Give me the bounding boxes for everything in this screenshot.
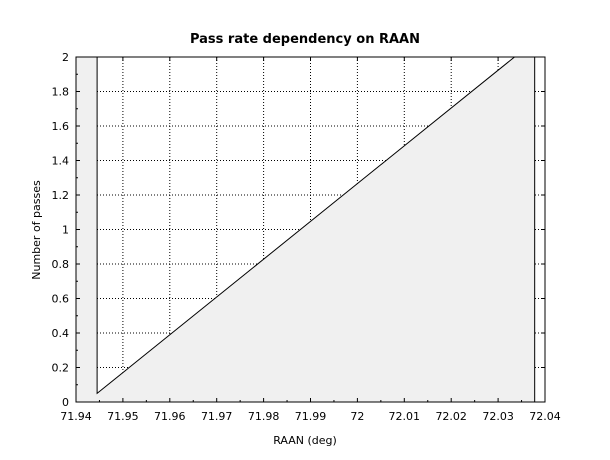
- y-tick-label: 0.6: [52, 293, 70, 306]
- y-tick-label: 1.8: [52, 86, 70, 99]
- x-tick-label: 72.02: [435, 410, 467, 423]
- y-axis-label: Number of passes: [30, 180, 43, 280]
- x-tick-label: 72.04: [529, 410, 561, 423]
- x-tick-label: 71.98: [248, 410, 280, 423]
- axes: [75, 56, 546, 403]
- x-tick-label: 71.99: [295, 410, 327, 423]
- y-tick-label: 0.2: [52, 362, 70, 375]
- y-tick-label: 1.2: [52, 189, 70, 202]
- x-axis-label: RAAN (deg): [273, 434, 337, 447]
- x-tick-label: 72: [350, 410, 364, 423]
- y-tick-label: 1.6: [52, 120, 70, 133]
- y-tick-label: 1: [62, 224, 69, 237]
- x-tick-label: 71.96: [154, 410, 186, 423]
- x-tick-label: 71.94: [60, 410, 92, 423]
- y-tick-label: 1.4: [52, 155, 70, 168]
- tick-labels: 71.94 71.95 71.96 71.97 71.98 71.99 72 72.01 72.…: [52, 51, 561, 423]
- y-tick-label: 0: [62, 396, 69, 409]
- y-tick-label: 0.8: [52, 258, 70, 271]
- y-tick-label: 2: [62, 51, 69, 64]
- x-tick-label: 72.01: [389, 410, 421, 423]
- chart-title: Pass rate dependency on RAAN: [190, 32, 420, 47]
- x-tick-label: 71.95: [107, 410, 139, 423]
- x-tick-label: 71.97: [201, 410, 233, 423]
- series-0-area: [76, 57, 545, 402]
- x-tick-label: 72.03: [482, 410, 514, 423]
- y-tick-label: 0.4: [52, 327, 70, 340]
